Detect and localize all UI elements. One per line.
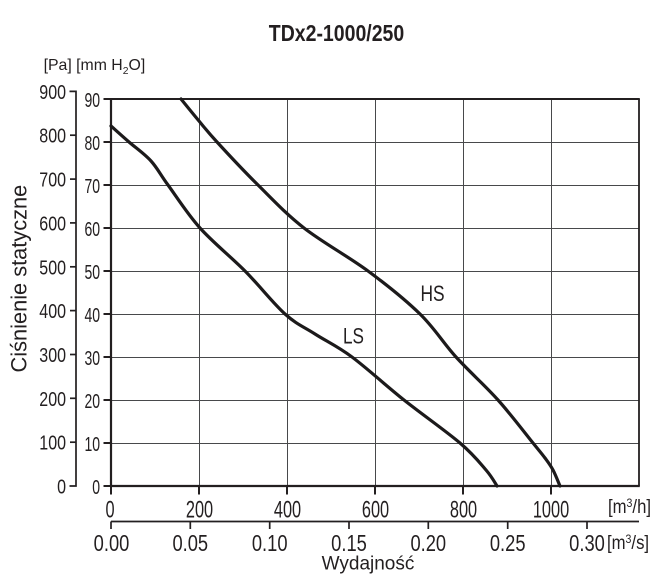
- svg-text:600: 600: [362, 496, 389, 523]
- svg-text:200: 200: [39, 388, 66, 410]
- svg-text:100: 100: [39, 432, 66, 454]
- svg-text:Ciśnienie statyczne: Ciśnienie statyczne: [7, 185, 32, 373]
- svg-text:800: 800: [450, 496, 477, 523]
- svg-text:60: 60: [84, 217, 100, 240]
- svg-text:40: 40: [84, 303, 100, 326]
- svg-text:30: 30: [84, 346, 100, 369]
- svg-text:400: 400: [274, 496, 301, 523]
- svg-text:0.15: 0.15: [331, 531, 367, 557]
- svg-text:80: 80: [84, 131, 100, 154]
- svg-text:Wydajność: Wydajność: [322, 554, 415, 575]
- svg-text:0.00: 0.00: [94, 531, 130, 557]
- svg-text:0.10: 0.10: [252, 531, 288, 557]
- svg-text:400: 400: [39, 300, 66, 322]
- svg-text:300: 300: [39, 344, 66, 366]
- svg-text:0.05: 0.05: [172, 531, 208, 557]
- svg-text:70: 70: [84, 174, 100, 197]
- svg-text:700: 700: [39, 169, 66, 191]
- svg-text:90: 90: [84, 88, 100, 111]
- svg-text:1000: 1000: [533, 496, 569, 523]
- svg-text:800: 800: [39, 125, 66, 147]
- svg-text:[m3/h]: [m3/h]: [608, 496, 651, 517]
- svg-text:TDx2-1000/250: TDx2-1000/250: [269, 19, 404, 46]
- svg-text:0.30: 0.30: [569, 531, 605, 557]
- svg-text:600: 600: [39, 213, 66, 235]
- svg-text:0.20: 0.20: [410, 531, 446, 557]
- svg-text:50: 50: [84, 260, 100, 283]
- svg-text:20: 20: [84, 389, 100, 412]
- svg-text:[Pa] [mm H2O]: [Pa] [mm H2O]: [44, 57, 146, 77]
- svg-text:200: 200: [186, 496, 213, 523]
- svg-text:500: 500: [39, 257, 66, 279]
- svg-text:0.25: 0.25: [490, 531, 526, 557]
- svg-text:LS: LS: [343, 325, 364, 350]
- svg-text:10: 10: [84, 432, 100, 455]
- svg-text:900: 900: [39, 81, 66, 103]
- svg-text:0: 0: [57, 476, 66, 498]
- svg-text:HS: HS: [421, 282, 445, 306]
- svg-text:[m3/s]: [m3/s]: [607, 532, 649, 553]
- svg-text:0: 0: [105, 496, 114, 523]
- svg-text:0: 0: [92, 475, 100, 498]
